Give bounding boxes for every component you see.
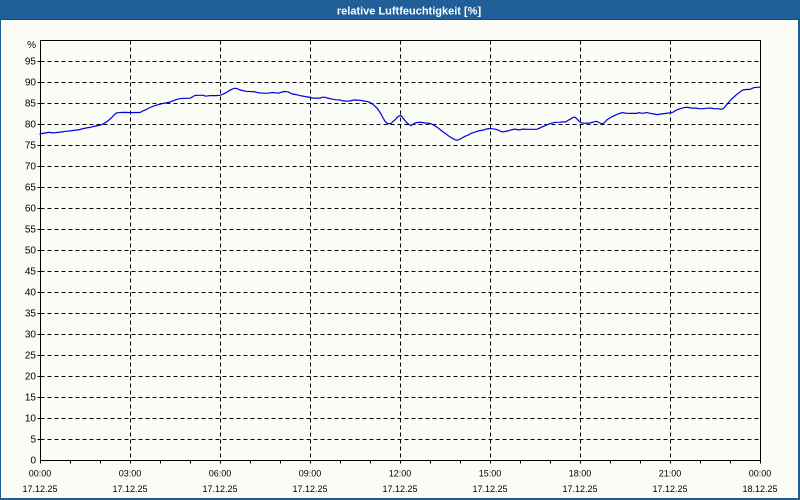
svg-text:03:00: 03:00 [119,469,142,479]
svg-text:10: 10 [25,414,37,425]
svg-text:17.12.25: 17.12.25 [202,484,237,494]
svg-text:21:00: 21:00 [659,469,682,479]
svg-text:60: 60 [25,204,37,215]
svg-text:90: 90 [25,78,37,89]
svg-text:5: 5 [30,435,36,446]
svg-text:12:00: 12:00 [389,469,412,479]
svg-text:55: 55 [25,225,37,236]
svg-text:85: 85 [25,99,37,110]
svg-text:95: 95 [25,57,37,68]
svg-text:30: 30 [25,330,37,341]
svg-text:75: 75 [25,141,37,152]
svg-text:17.12.25: 17.12.25 [562,484,597,494]
svg-text:17.12.25: 17.12.25 [292,484,327,494]
svg-text:35: 35 [25,309,37,320]
svg-text:40: 40 [25,288,37,299]
svg-text:00:00: 00:00 [29,469,52,479]
svg-text:50: 50 [25,246,37,257]
svg-text:0: 0 [30,456,36,467]
svg-text:00:00: 00:00 [749,469,772,479]
svg-text:%: % [27,40,36,51]
svg-text:17.12.25: 17.12.25 [112,484,147,494]
svg-text:17.12.25: 17.12.25 [22,484,57,494]
svg-text:17.12.25: 17.12.25 [472,484,507,494]
svg-text:06:00: 06:00 [209,469,232,479]
svg-text:15:00: 15:00 [479,469,502,479]
svg-text:20: 20 [25,372,37,383]
svg-text:80: 80 [25,120,37,131]
svg-text:relative Luftfeuchtigkeit [%]: relative Luftfeuchtigkeit [%] [337,6,482,18]
svg-text:70: 70 [25,162,37,173]
svg-text:09:00: 09:00 [299,469,322,479]
svg-text:15: 15 [25,393,37,404]
svg-text:18.12.25: 18.12.25 [742,484,777,494]
svg-text:65: 65 [25,183,37,194]
svg-text:25: 25 [25,351,37,362]
svg-text:17.12.25: 17.12.25 [652,484,687,494]
svg-text:45: 45 [25,267,37,278]
svg-text:18:00: 18:00 [569,469,592,479]
svg-text:17.12.25: 17.12.25 [382,484,417,494]
